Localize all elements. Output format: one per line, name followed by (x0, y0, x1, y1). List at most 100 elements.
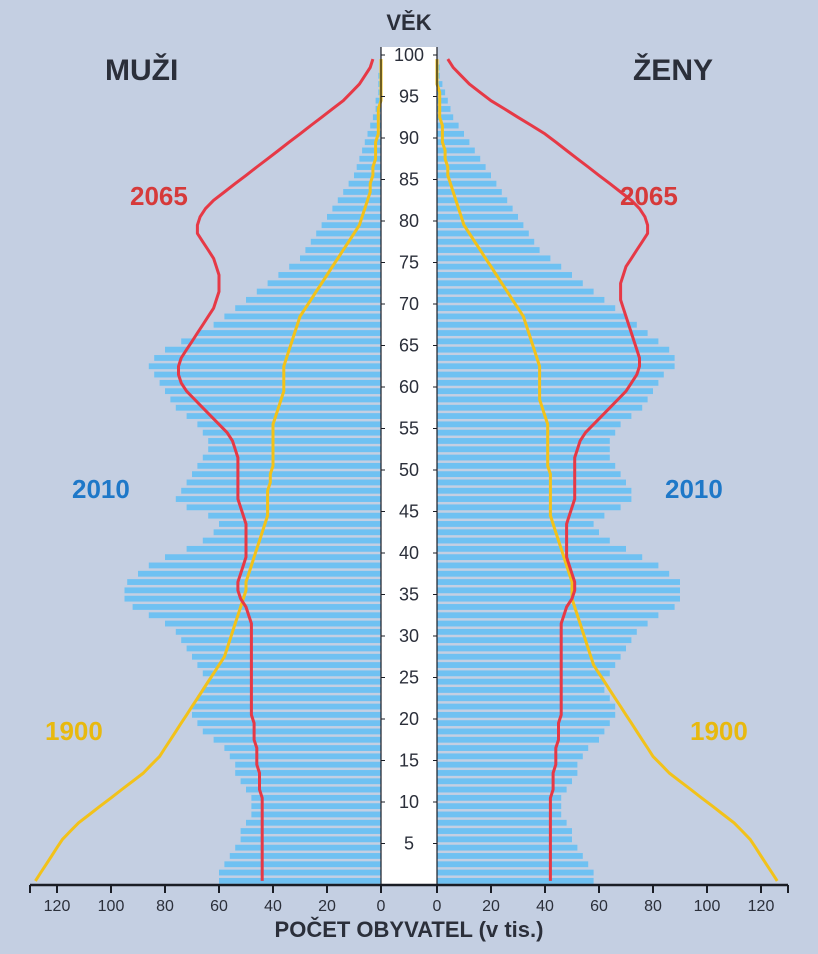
x-tick-label: 60 (590, 898, 608, 915)
bar-female (437, 612, 658, 618)
age-tick-label: 75 (399, 253, 419, 273)
bar-female (437, 305, 615, 311)
bar-female (437, 670, 610, 676)
bar-male (149, 612, 381, 618)
bar-male (181, 338, 381, 344)
bar-male (203, 687, 381, 693)
bar-male (343, 189, 381, 195)
bar-male (154, 355, 381, 361)
bar-female (437, 247, 540, 253)
bar-female (437, 438, 610, 444)
bar-female (437, 646, 626, 652)
age-tick-label: 50 (399, 460, 419, 480)
age-tick-label: 5 (404, 834, 414, 854)
bar-male (187, 504, 381, 510)
bar-female (437, 596, 680, 602)
series-label-1900: 1900 (690, 716, 748, 746)
bar-male (187, 546, 381, 552)
bar-male (192, 654, 381, 660)
bar-male (165, 621, 381, 627)
series-label-2010: 2010 (665, 474, 723, 504)
age-tick-label: 65 (399, 336, 419, 356)
bar-male (214, 737, 381, 743)
bar-male (187, 480, 381, 486)
bar-male (203, 670, 381, 676)
bar-male (154, 372, 381, 378)
bar-female (437, 372, 664, 378)
bar-male (192, 712, 381, 718)
bar-male (219, 878, 381, 884)
x-tick-label: 120 (44, 898, 71, 915)
bar-female (437, 347, 669, 353)
age-axis-title: VĚK (386, 10, 431, 35)
bar-male (197, 330, 381, 336)
bar-male (203, 455, 381, 461)
bar-female (437, 853, 583, 859)
bar-male (127, 579, 381, 585)
bar-male (362, 148, 381, 154)
bar-male (338, 197, 381, 203)
x-tick-label: 120 (748, 898, 775, 915)
bar-female (437, 471, 621, 477)
age-tick-label: 35 (399, 585, 419, 605)
bar-female (437, 314, 626, 320)
age-tick-label: 20 (399, 709, 419, 729)
bar-male (187, 413, 381, 419)
bar-female (437, 521, 594, 527)
bar-female (437, 770, 577, 776)
bar-female (437, 189, 502, 195)
bar-female (437, 380, 658, 386)
bar-female (437, 587, 680, 593)
bar-male (241, 778, 381, 784)
bar-male (125, 587, 382, 593)
age-tick-label: 15 (399, 751, 419, 771)
bar-female (437, 156, 480, 162)
bar-male (235, 770, 381, 776)
bar-male (251, 812, 381, 818)
x-tick-label: 0 (377, 898, 386, 915)
x-tick-label: 60 (210, 898, 228, 915)
bar-female (437, 446, 610, 452)
population-pyramid-chart: 0020204040606080801001001201205101520253… (0, 0, 818, 954)
bar-female (437, 289, 594, 295)
series-label-2065: 2065 (130, 181, 188, 211)
age-tick-label: 100 (394, 45, 424, 65)
bar-male (203, 538, 381, 544)
bar-female (437, 264, 561, 270)
bar-male (187, 646, 381, 652)
age-tick-label: 45 (399, 502, 419, 522)
x-tick-label: 80 (644, 898, 662, 915)
bar-male (224, 745, 381, 751)
age-tick-label: 25 (399, 668, 419, 688)
bar-female (437, 812, 561, 818)
bar-male (354, 172, 381, 178)
bar-male (181, 637, 381, 643)
female-title: ŽENY (633, 53, 713, 87)
bar-female (437, 546, 626, 552)
age-tick-label: 85 (399, 170, 419, 190)
bar-female (437, 322, 637, 328)
bar-female (437, 629, 637, 635)
age-tick-label: 60 (399, 377, 419, 397)
bar-female (437, 206, 513, 212)
bar-male (197, 720, 381, 726)
bar-female (437, 695, 610, 701)
bar-female (437, 745, 588, 751)
bar-male (219, 870, 381, 876)
bar-male (138, 571, 381, 577)
bar-female (437, 197, 507, 203)
bar-male (192, 704, 381, 710)
bar-female (437, 571, 669, 577)
bar-female (437, 148, 475, 154)
x-tick-label: 80 (156, 898, 174, 915)
bar-male (246, 820, 381, 826)
bar-female (437, 231, 529, 237)
bar-male (327, 214, 381, 220)
age-tick-label: 40 (399, 543, 419, 563)
bar-male (349, 181, 381, 187)
bar-female (437, 820, 567, 826)
bar-male (208, 513, 381, 519)
bar-female (437, 455, 610, 461)
bar-male (357, 164, 381, 170)
x-tick-label: 100 (694, 898, 721, 915)
